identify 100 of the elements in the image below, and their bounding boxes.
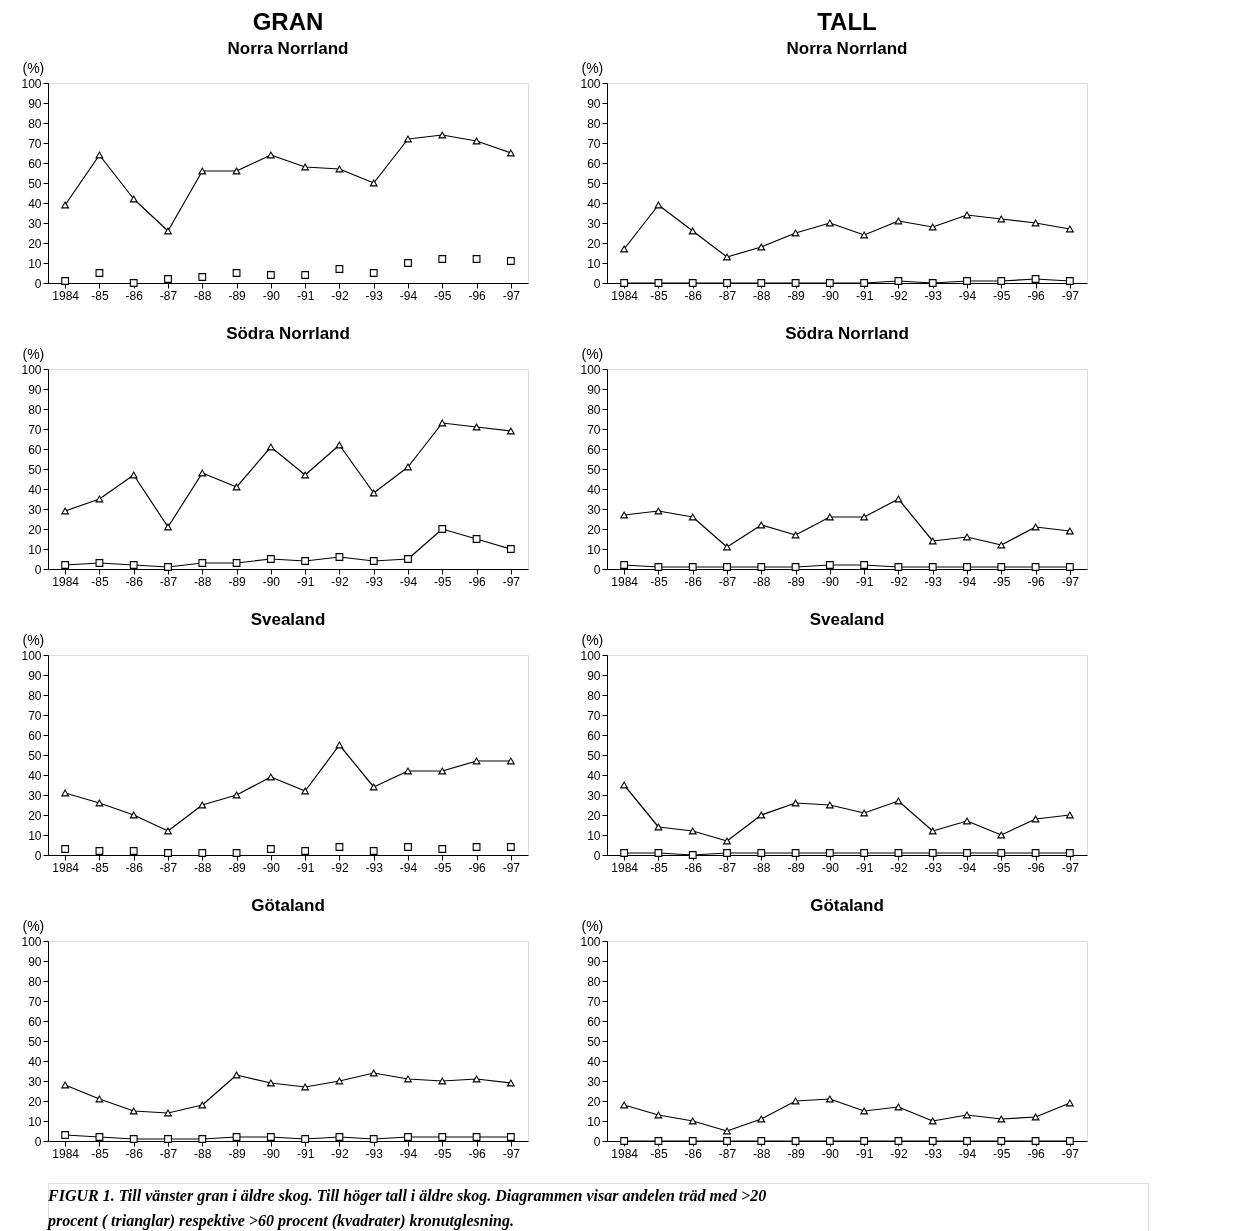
- point: [791, 229, 800, 237]
- y-tick-label: 0: [34, 848, 42, 863]
- chart-title: TALL: [817, 8, 877, 35]
- x-tick-label: -96: [1027, 1146, 1046, 1161]
- x-tick-label: -92: [331, 288, 349, 303]
- y-tick-label: 70: [587, 422, 601, 437]
- point: [688, 1137, 697, 1145]
- point: [860, 279, 869, 287]
- x-tick-label: -90: [262, 1146, 281, 1161]
- point: [723, 849, 731, 857]
- point: [369, 1135, 378, 1143]
- point: [129, 471, 138, 479]
- point: [928, 1137, 937, 1145]
- point: [438, 1133, 447, 1141]
- y-tick-label: 100: [580, 76, 601, 91]
- point: [723, 837, 731, 845]
- point: [860, 849, 869, 857]
- point: [129, 811, 138, 819]
- point: [963, 817, 971, 825]
- point: [232, 167, 241, 175]
- point: [404, 1075, 412, 1083]
- chart-title: Södra Norrland: [785, 324, 909, 343]
- x-tick-label: -85: [91, 1146, 109, 1161]
- point: [61, 561, 70, 569]
- point: [894, 797, 903, 805]
- y-tick-label: 20: [587, 236, 601, 251]
- x-tick-label: -85: [650, 574, 668, 589]
- point: [301, 557, 310, 565]
- point: [997, 1115, 1006, 1123]
- point: [506, 149, 515, 157]
- x-tick-label: -97: [502, 574, 521, 589]
- x-tick-label: -91: [296, 860, 315, 875]
- y-tick-label: 40: [28, 1054, 42, 1069]
- point: [620, 1101, 629, 1109]
- x-tick-label: -89: [787, 288, 806, 303]
- x-tick-label: -94: [958, 1146, 977, 1161]
- y-tick-label: 60: [28, 1014, 42, 1029]
- y-tick-label: 40: [587, 1054, 601, 1069]
- point: [506, 843, 515, 851]
- point: [825, 849, 834, 857]
- point: [963, 1137, 971, 1145]
- chart-title: Svealand: [809, 610, 885, 629]
- point: [266, 1133, 275, 1141]
- point: [95, 799, 104, 807]
- point: [723, 1127, 731, 1135]
- x-tick-label: -89: [228, 860, 247, 875]
- x-tick-label: -89: [228, 574, 247, 589]
- point: [61, 845, 70, 853]
- y-tick-label: 100: [21, 76, 42, 91]
- y-tick-label: 80: [587, 402, 601, 417]
- chart-title: Svealand: [250, 610, 326, 629]
- point: [1031, 1137, 1040, 1145]
- point: [791, 849, 800, 857]
- y-tick-label: 100: [21, 362, 42, 377]
- y-tick-label: 50: [587, 748, 601, 763]
- y-tick-label: 100: [21, 648, 42, 663]
- x-tick-label: -96: [468, 574, 487, 589]
- x-tick-label: -93: [365, 288, 384, 303]
- x-tick-label: -92: [890, 288, 908, 303]
- y-tick-label: 20: [587, 808, 601, 823]
- y-tick-label: 30: [28, 788, 42, 803]
- y-tick-label: 10: [28, 542, 42, 557]
- point: [997, 277, 1006, 285]
- point: [164, 849, 172, 857]
- point: [825, 513, 834, 521]
- point: [198, 273, 207, 281]
- x-tick-label: -88: [194, 1146, 212, 1161]
- point: [1065, 527, 1074, 535]
- y-tick-label: 60: [28, 442, 42, 457]
- point: [232, 1133, 241, 1141]
- point: [997, 831, 1006, 839]
- x-tick-label: -94: [958, 574, 977, 589]
- point: [997, 1137, 1006, 1145]
- x-tick-label: -88: [194, 288, 212, 303]
- point: [723, 253, 731, 261]
- point: [266, 773, 275, 781]
- point: [825, 1095, 834, 1103]
- y-tick-label: 0: [34, 562, 42, 577]
- point: [928, 563, 937, 571]
- point: [472, 137, 481, 145]
- y-tick-label: 0: [34, 1134, 42, 1149]
- point: [791, 799, 800, 807]
- x-tick-label: -95: [434, 1146, 452, 1161]
- y-tick-label: 10: [28, 256, 42, 271]
- chart-title: Götaland: [251, 896, 325, 915]
- point: [1065, 563, 1074, 571]
- point: [472, 535, 481, 543]
- point: [95, 847, 104, 855]
- point: [95, 1095, 104, 1103]
- x-tick-label: -90: [821, 860, 840, 875]
- x-tick-label: -86: [684, 574, 703, 589]
- point: [860, 231, 869, 239]
- point: [164, 1109, 172, 1117]
- x-tick-label: -94: [399, 574, 418, 589]
- point: [164, 275, 172, 283]
- x-tick-label: -85: [650, 1146, 668, 1161]
- point: [335, 265, 344, 273]
- x-tick-label: -93: [924, 288, 943, 303]
- point: [472, 1133, 481, 1141]
- point: [1065, 811, 1074, 819]
